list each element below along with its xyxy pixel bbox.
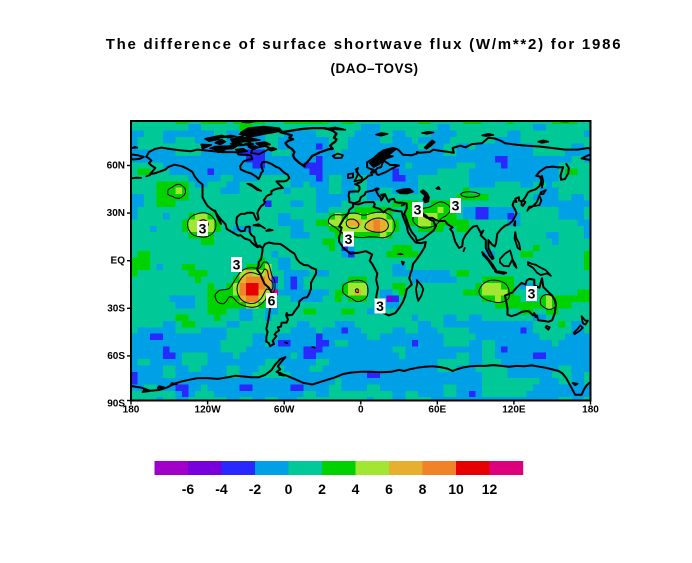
svg-text:120W: 120W: [195, 405, 222, 416]
svg-text:3: 3: [528, 286, 536, 302]
svg-text:0: 0: [285, 481, 293, 497]
svg-text:-2: -2: [249, 481, 262, 497]
svg-text:6: 6: [268, 293, 276, 309]
svg-text:The difference of surface sho: The difference of surface shortwave flux…: [106, 36, 623, 53]
svg-text:3: 3: [414, 202, 422, 218]
svg-text:EQ: EQ: [111, 256, 126, 267]
svg-text:8: 8: [419, 481, 427, 497]
svg-text:12: 12: [482, 481, 498, 497]
svg-text:90S: 90S: [107, 399, 125, 410]
svg-text:60W: 60W: [274, 405, 295, 416]
svg-text:0: 0: [358, 405, 364, 416]
svg-text:3: 3: [199, 221, 207, 237]
svg-text:30S: 30S: [107, 303, 125, 314]
svg-text:3: 3: [376, 298, 384, 314]
svg-text:6: 6: [385, 481, 393, 497]
svg-text:180: 180: [582, 405, 599, 416]
svg-text:30N: 30N: [107, 208, 125, 219]
svg-text:60S: 60S: [107, 351, 125, 362]
svg-text:4: 4: [352, 481, 360, 497]
svg-text:120E: 120E: [502, 405, 526, 416]
svg-text:3: 3: [345, 231, 353, 247]
svg-text:(DAO–TOVS): (DAO–TOVS): [330, 61, 418, 76]
svg-text:-4: -4: [215, 481, 228, 497]
svg-text:-6: -6: [182, 481, 195, 497]
svg-text:2: 2: [318, 481, 326, 497]
svg-text:180: 180: [123, 405, 140, 416]
svg-text:60N: 60N: [107, 161, 125, 172]
svg-text:10: 10: [448, 481, 464, 497]
svg-text:3: 3: [233, 257, 241, 273]
svg-text:60E: 60E: [428, 405, 446, 416]
svg-text:3: 3: [452, 198, 460, 214]
